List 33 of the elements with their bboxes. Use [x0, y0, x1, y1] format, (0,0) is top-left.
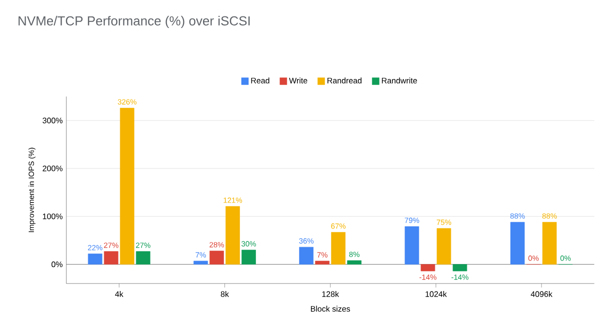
bar: [88, 254, 102, 264]
bar: [136, 251, 150, 264]
y-tick-label: 0%: [52, 262, 62, 268]
bar: [404, 226, 420, 264]
x-tick-label: 4096k: [530, 291, 552, 297]
x-tick-label: 128k: [322, 291, 340, 297]
x-tick-label: 8k: [220, 291, 229, 297]
bar: [452, 264, 468, 272]
legend-label: Read: [251, 78, 270, 84]
x-tick-label: 4k: [115, 291, 124, 297]
bar: [104, 251, 118, 264]
legend-label: Randread: [328, 78, 362, 84]
bar: [242, 250, 256, 264]
y-tick-label: 200%: [42, 166, 62, 172]
y-tick-label: 300%: [42, 118, 62, 124]
bar: [120, 108, 134, 264]
x-axis-title: Block sizes: [310, 306, 350, 312]
bar: [299, 246, 314, 264]
bar: [436, 228, 452, 264]
legend-label: Write: [289, 78, 308, 84]
y-tick-label: 100%: [42, 214, 62, 220]
bar: [226, 206, 240, 264]
bar: [331, 232, 346, 264]
bar: [542, 222, 557, 264]
x-tick-label: 1024k: [426, 291, 447, 297]
bar: [315, 260, 330, 264]
bar: [347, 260, 362, 264]
bar: [510, 222, 525, 264]
bar: [194, 260, 208, 264]
chart-title: NVMe/TCP Performance (%) over iSCSI: [18, 16, 250, 28]
bar: [420, 264, 436, 272]
legend-label: Randwrite: [382, 78, 417, 84]
bar: [210, 250, 224, 264]
